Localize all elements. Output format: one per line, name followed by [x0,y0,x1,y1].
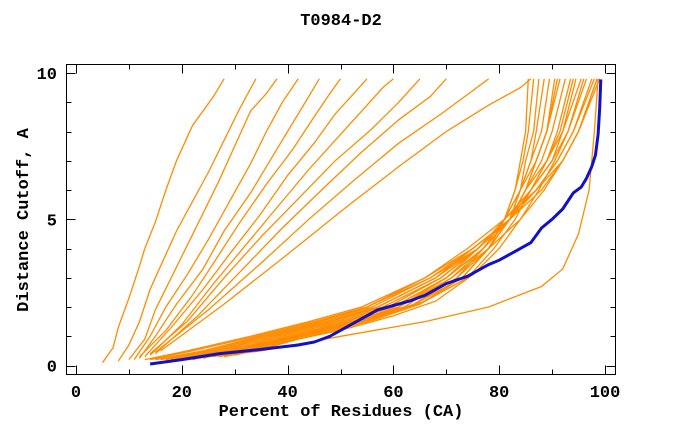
x-tick-label: 100 [590,384,621,403]
model-curve [139,78,342,358]
x-tick-label: 80 [489,384,509,403]
model-curve [186,78,566,361]
x-tick-label: 0 [71,384,81,403]
model-curve [149,78,421,355]
model-curve [149,78,394,356]
model-curve [181,78,599,361]
x-tick-label: 60 [383,384,403,403]
y-tick-label: 0 [47,359,57,378]
model-curve [160,78,532,352]
model-curve [239,78,585,355]
model-curve [229,78,559,356]
model-curve [192,78,598,361]
x-axis-label: Percent of Residues (CA) [218,403,464,422]
model-curve [154,78,489,353]
model-curve [144,78,368,358]
model-curve [117,78,257,362]
model-curve [213,78,540,358]
highlight-curve [149,79,603,366]
model-curve [165,78,588,361]
model-curve [154,78,447,355]
x-tick-label: 40 [277,384,297,403]
model-curve [138,78,320,359]
model-curve [101,78,225,363]
y-tick-label: 5 [47,212,57,231]
x-tick-label: 20 [172,384,192,403]
chart-title: T0984-D2 [300,12,382,31]
model-curve [234,78,574,356]
model-curve [133,78,299,360]
model-curve [128,78,278,360]
y-tick-label: 10 [37,66,57,85]
